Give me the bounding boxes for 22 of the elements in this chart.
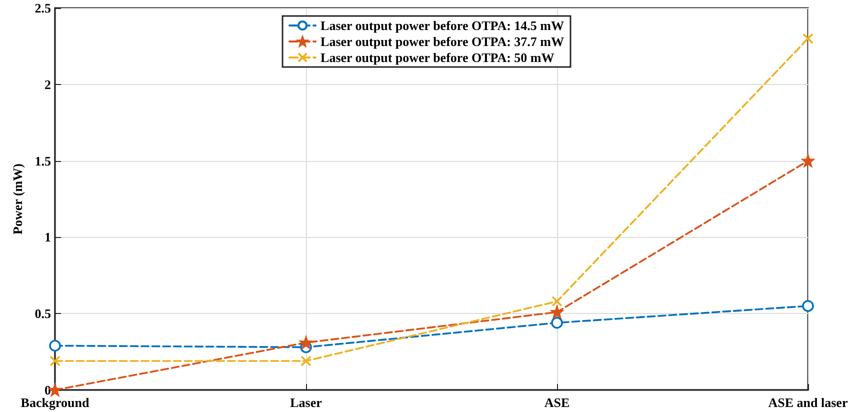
y-axis-title: Power (mW): [10, 164, 25, 234]
point: [49, 340, 61, 352]
point: [551, 316, 563, 329]
x-tick-label: ASE and laser: [768, 395, 848, 410]
y-tick-label: 2.5: [34, 0, 52, 16]
point: [802, 300, 814, 312]
y-tick-label: 1: [44, 230, 51, 245]
y-tick-label: 1.5: [34, 153, 52, 168]
point: [802, 154, 814, 167]
point: [300, 356, 312, 366]
legend-label: Laser output power before OTPA: 50 mW: [320, 50, 554, 65]
x-tick-label: Background: [20, 395, 90, 410]
point: [50, 356, 60, 366]
y-tick-label: 0.5: [34, 306, 52, 322]
legend-label: Laser output power before OTPA: 37.7 mW: [320, 34, 564, 49]
x-tick-label: Laser: [290, 395, 322, 410]
y-tick-label: 2: [44, 76, 51, 92]
legend-label: Laser output power before OTPA: 14.5 mW: [320, 18, 564, 33]
point: [300, 336, 312, 349]
point: [802, 33, 814, 44]
point: [552, 296, 562, 307]
x-tick-label: ASE: [544, 395, 570, 410]
